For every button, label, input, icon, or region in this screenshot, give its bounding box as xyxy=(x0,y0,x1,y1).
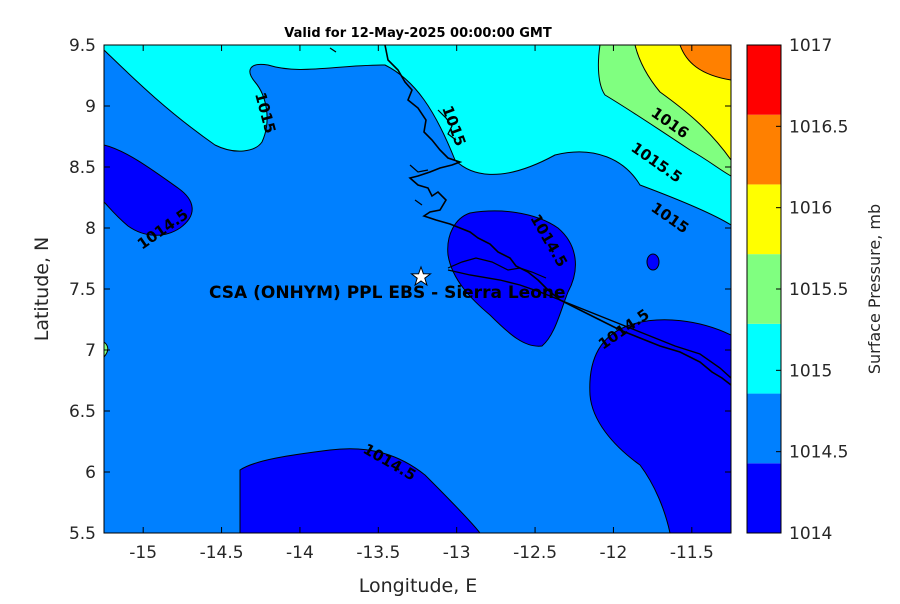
y-tick-label: 8 xyxy=(85,219,96,239)
x-tick-label: -13.5 xyxy=(356,543,400,563)
colorbar-swatch xyxy=(747,114,781,185)
y-tick-label: 9 xyxy=(85,97,96,117)
coastline xyxy=(384,45,731,386)
x-tick-label: -12.5 xyxy=(513,543,557,563)
colorbar-swatch xyxy=(747,323,781,394)
band-1016 xyxy=(634,45,731,161)
band-1014-east xyxy=(589,319,731,533)
band-1014-west xyxy=(104,144,193,236)
y-tick-label: 5.5 xyxy=(69,524,96,544)
y-tick-label: 6 xyxy=(85,463,96,483)
band-1014-south xyxy=(239,448,481,533)
colorbar-level-label: 1015 xyxy=(789,361,832,381)
colorbar-swatch xyxy=(747,393,781,464)
coast-islands xyxy=(329,47,457,206)
colorbar-level-label: 1017 xyxy=(789,36,832,56)
colorbar-level-label: 1014.5 xyxy=(789,443,848,463)
x-tick-label: -11.5 xyxy=(670,543,714,563)
colorbar-swatch xyxy=(747,184,781,255)
colorbar-swatch xyxy=(747,254,781,324)
star-icon xyxy=(410,265,432,287)
map-title: Valid for 12-May-2025 00:00:00 GMT xyxy=(284,26,552,41)
x-tick-label: -12 xyxy=(600,543,628,563)
border-line xyxy=(447,269,731,379)
x-tick-label: -13 xyxy=(443,543,471,563)
band-1014-small xyxy=(646,253,660,271)
y-tick-label: 7 xyxy=(85,341,96,361)
x-tick-label: -14 xyxy=(286,543,314,563)
colorbar-level-label: 1014 xyxy=(789,524,832,544)
site-marker-group: CSA (ONHYM) PPL EBS - Sierra Leone xyxy=(209,265,566,303)
x-axis-label: Longitude, E xyxy=(359,575,478,597)
y-axis-label: Latitude, N xyxy=(31,237,53,342)
band-1014-central xyxy=(447,210,576,347)
colorbar-swatch xyxy=(747,463,781,533)
coast-detail xyxy=(447,257,547,279)
plot-area xyxy=(104,45,731,533)
colorbar-label: Surface Pressure, mb xyxy=(865,204,884,374)
site-label: CSA (ONHYM) PPL EBS - Sierra Leone xyxy=(209,283,566,303)
colorbar-level-label: 1016.5 xyxy=(789,117,848,137)
colorbar-swatch xyxy=(747,45,781,115)
x-axis: -15 -14.5 -14 -13.5 -13 -12.5 -12 -11.5 xyxy=(129,45,714,563)
x-tick-label: -15 xyxy=(129,543,157,563)
colorbar-level-label: 1016 xyxy=(789,199,832,219)
y-tick-label: 8.5 xyxy=(69,158,96,178)
y-tick-label: 7.5 xyxy=(69,280,96,300)
y-tick-label: 6.5 xyxy=(69,402,96,422)
colorbar: 1014 1014.5 1015 1015.5 1016 1016.5 1017 xyxy=(746,36,848,544)
colorbar-level-label: 1015.5 xyxy=(789,280,848,300)
band-1015-north xyxy=(104,45,731,226)
y-axis: 5.5 6 6.5 7 7.5 8 8.5 9 9.5 xyxy=(69,36,731,544)
x-tick-label: -14.5 xyxy=(200,543,244,563)
y-tick-label: 9.5 xyxy=(69,36,96,56)
